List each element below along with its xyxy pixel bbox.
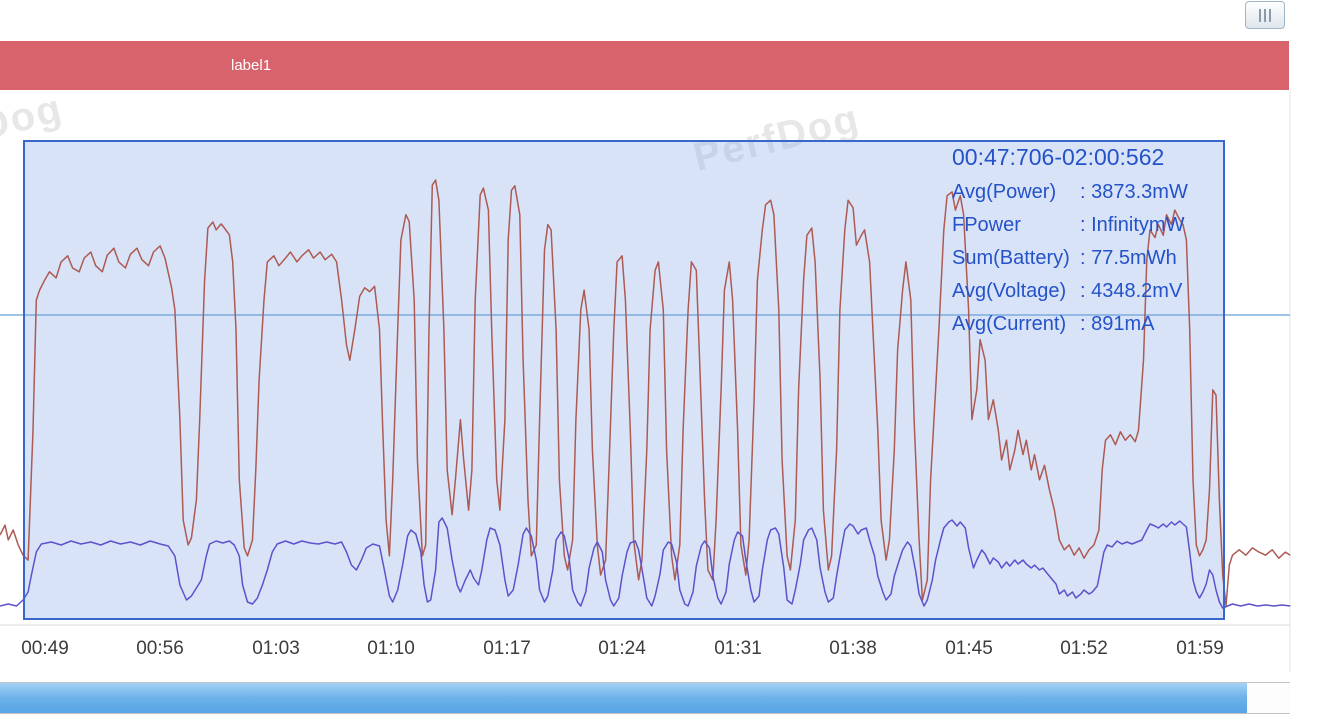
x-tick-label: 00:56 <box>136 638 184 659</box>
stat-row: FPower InfinitymW <box>952 209 1222 242</box>
x-tick-label: 00:49 <box>21 638 69 659</box>
x-tick-label: 01:59 <box>1176 638 1224 659</box>
timeline-scrollbar-handle[interactable] <box>1245 1 1285 29</box>
x-tick-label: 01:31 <box>714 638 762 659</box>
stat-value: 4348.2mV <box>1080 275 1182 308</box>
grip-icon <box>1269 8 1271 22</box>
grip-icon <box>1264 8 1266 22</box>
stat-label: Sum(Battery) <box>952 247 1070 269</box>
stat-row: Avg(Current) 891mA <box>952 308 1222 341</box>
x-tick-label: 01:17 <box>483 638 531 659</box>
selection-time-range: 00:47:706-02:00:562 <box>952 144 1165 170</box>
stat-label: Avg(Current) <box>952 313 1067 335</box>
chart-header-bar: label1 <box>0 41 1289 90</box>
stat-label: Avg(Power) <box>952 181 1057 203</box>
selection-stats-rows: Avg(Power)3873.3mWFPowerInfinitymWSum(Ba… <box>952 176 1222 341</box>
x-tick-label: 01:10 <box>367 638 415 659</box>
stat-row: Avg(Power) 3873.3mW <box>952 176 1222 209</box>
stat-label: Avg(Voltage) <box>952 280 1067 302</box>
timeline-scrollbar-track[interactable] <box>0 682 1290 714</box>
x-axis: 00:49 00:56 01:03 01:10 01:17 01:24 01:31 01:38… <box>0 638 1336 664</box>
timeline-scrollbar-range[interactable] <box>0 683 1247 713</box>
x-tick-label: 01:45 <box>945 638 993 659</box>
stat-row: Sum(Battery) 77.5mWh <box>952 242 1222 275</box>
selection-stats-overlay: 00:47:706-02:00:562 Avg(Power)3873.3mWFP… <box>952 144 1222 341</box>
chart-header-label: label1 <box>231 57 272 74</box>
stat-row: Avg(Voltage) 4348.2mV <box>952 275 1222 308</box>
chart-area[interactable]: PerfDog PerfDog 00:47:706-02:00:562 Avg(… <box>0 86 1336 680</box>
stat-value: 3873.3mW <box>1080 176 1188 209</box>
stat-value: 891mA <box>1080 308 1154 341</box>
x-tick-label: 01:24 <box>598 638 646 659</box>
x-tick-label: 01:52 <box>1060 638 1108 659</box>
stat-value: 77.5mWh <box>1080 242 1177 275</box>
stat-value: InfinitymW <box>1080 209 1184 242</box>
stat-label: FPower <box>952 214 1021 236</box>
x-tick-label: 01:03 <box>252 638 300 659</box>
x-tick-label: 01:38 <box>829 638 877 659</box>
grip-icon <box>1259 8 1261 22</box>
